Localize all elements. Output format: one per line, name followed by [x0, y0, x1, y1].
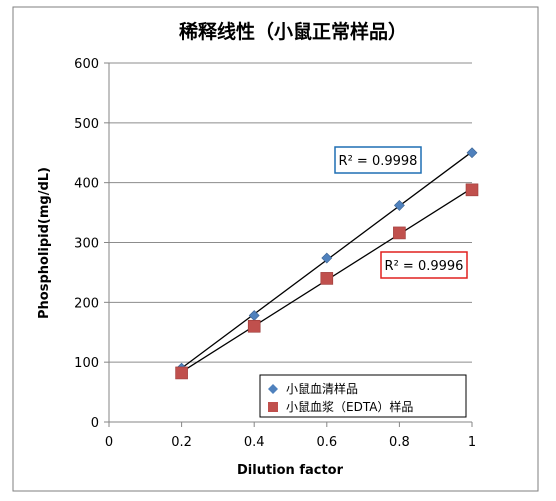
data-point-series-1: [321, 252, 333, 264]
legend-label-1: 小鼠血清样品: [286, 381, 358, 396]
chart-title: 稀释线性（小鼠正常样品）: [179, 20, 407, 43]
legend-label-2: 小鼠血浆（EDTA）样品: [286, 399, 413, 414]
r2-label-1: R² = 0.9998: [339, 154, 418, 169]
y-tick-label: 0: [91, 416, 99, 431]
grid: [109, 62, 472, 363]
r2-labels: R² = 0.9998 R² = 0.9996: [334, 146, 468, 279]
x-tick-label: 0.6: [316, 435, 337, 450]
data-point-series-2: [465, 183, 479, 197]
x-tick-label: 0.4: [244, 435, 265, 450]
x-axis-label: Dilution factor: [237, 463, 344, 478]
legend-marker-2: [268, 402, 278, 412]
r2-box-2: [380, 251, 468, 279]
data-point-series-1: [466, 147, 478, 159]
r2-label-2: R² = 0.9996: [385, 259, 464, 274]
r2-box-1: [334, 146, 422, 174]
data-point-series-1: [393, 199, 405, 211]
x-tick-label: 0.2: [171, 435, 192, 450]
y-axis-label: Phospholipid(mg/dL): [37, 167, 52, 319]
legend-marker-1: [268, 384, 278, 394]
y-tick-label: 400: [74, 177, 99, 192]
y-tick-label: 100: [74, 356, 99, 371]
x-tick-label: 1: [468, 435, 476, 450]
legend-box: [259, 374, 467, 418]
data-point-series-2: [393, 226, 406, 240]
y-tick-label: 500: [74, 117, 99, 132]
y-tick-label: 200: [74, 296, 99, 311]
x-tick-label: 0: [105, 435, 113, 450]
data-point-series-2: [175, 366, 188, 380]
data-point-series-2: [320, 272, 334, 285]
y-tick-label: 300: [74, 237, 99, 252]
data-markers: [175, 147, 479, 380]
x-tick-label: 0.8: [389, 435, 410, 450]
data-point-series-2: [247, 319, 261, 333]
y-tick-label: 600: [74, 57, 99, 72]
axes: 0 100 200 300 400 500 600 0 0.2 0.4 0.6 0.8 1: [74, 57, 476, 450]
